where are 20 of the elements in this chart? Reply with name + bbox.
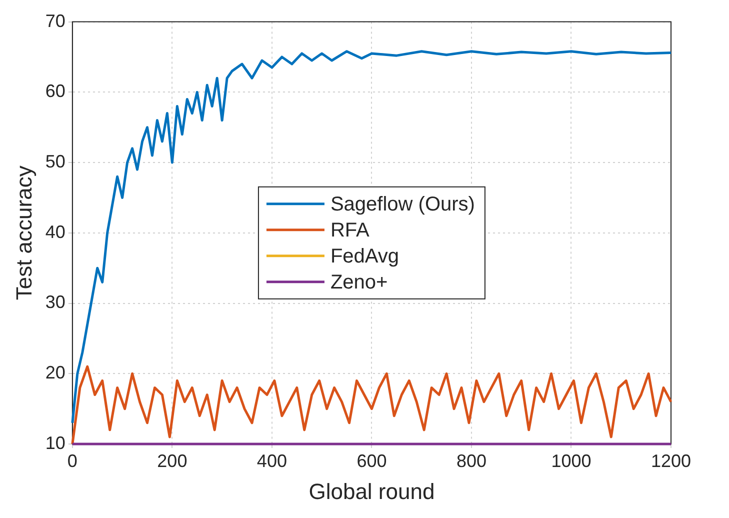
x-tick-label: 400 bbox=[256, 450, 287, 471]
legend-label: RFA bbox=[330, 219, 370, 242]
y-tick-label: 40 bbox=[45, 222, 66, 242]
x-tick-label: 600 bbox=[356, 450, 387, 471]
x-tick-label: 800 bbox=[456, 450, 486, 471]
x-tick-label: 0 bbox=[67, 450, 78, 471]
y-tick-label: 20 bbox=[45, 362, 66, 383]
y-tick-label: 60 bbox=[45, 81, 66, 102]
x-tick-label: 1000 bbox=[551, 450, 592, 471]
x-tick-label: 200 bbox=[157, 450, 188, 471]
y-tick-label: 70 bbox=[45, 10, 66, 31]
legend-label: Zeno+ bbox=[330, 271, 388, 294]
legend-label: FedAvg bbox=[330, 245, 400, 268]
x-tick-label: 1200 bbox=[650, 450, 692, 471]
legend-label: Sageflow (Ours) bbox=[330, 193, 475, 216]
y-tick-label: 50 bbox=[45, 152, 66, 172]
y-axis-title: Test accuracy bbox=[11, 166, 36, 300]
y-tick-label: 10 bbox=[45, 432, 66, 453]
x-axis-title: Global round bbox=[308, 478, 435, 504]
y-tick-label: 30 bbox=[45, 292, 66, 312]
